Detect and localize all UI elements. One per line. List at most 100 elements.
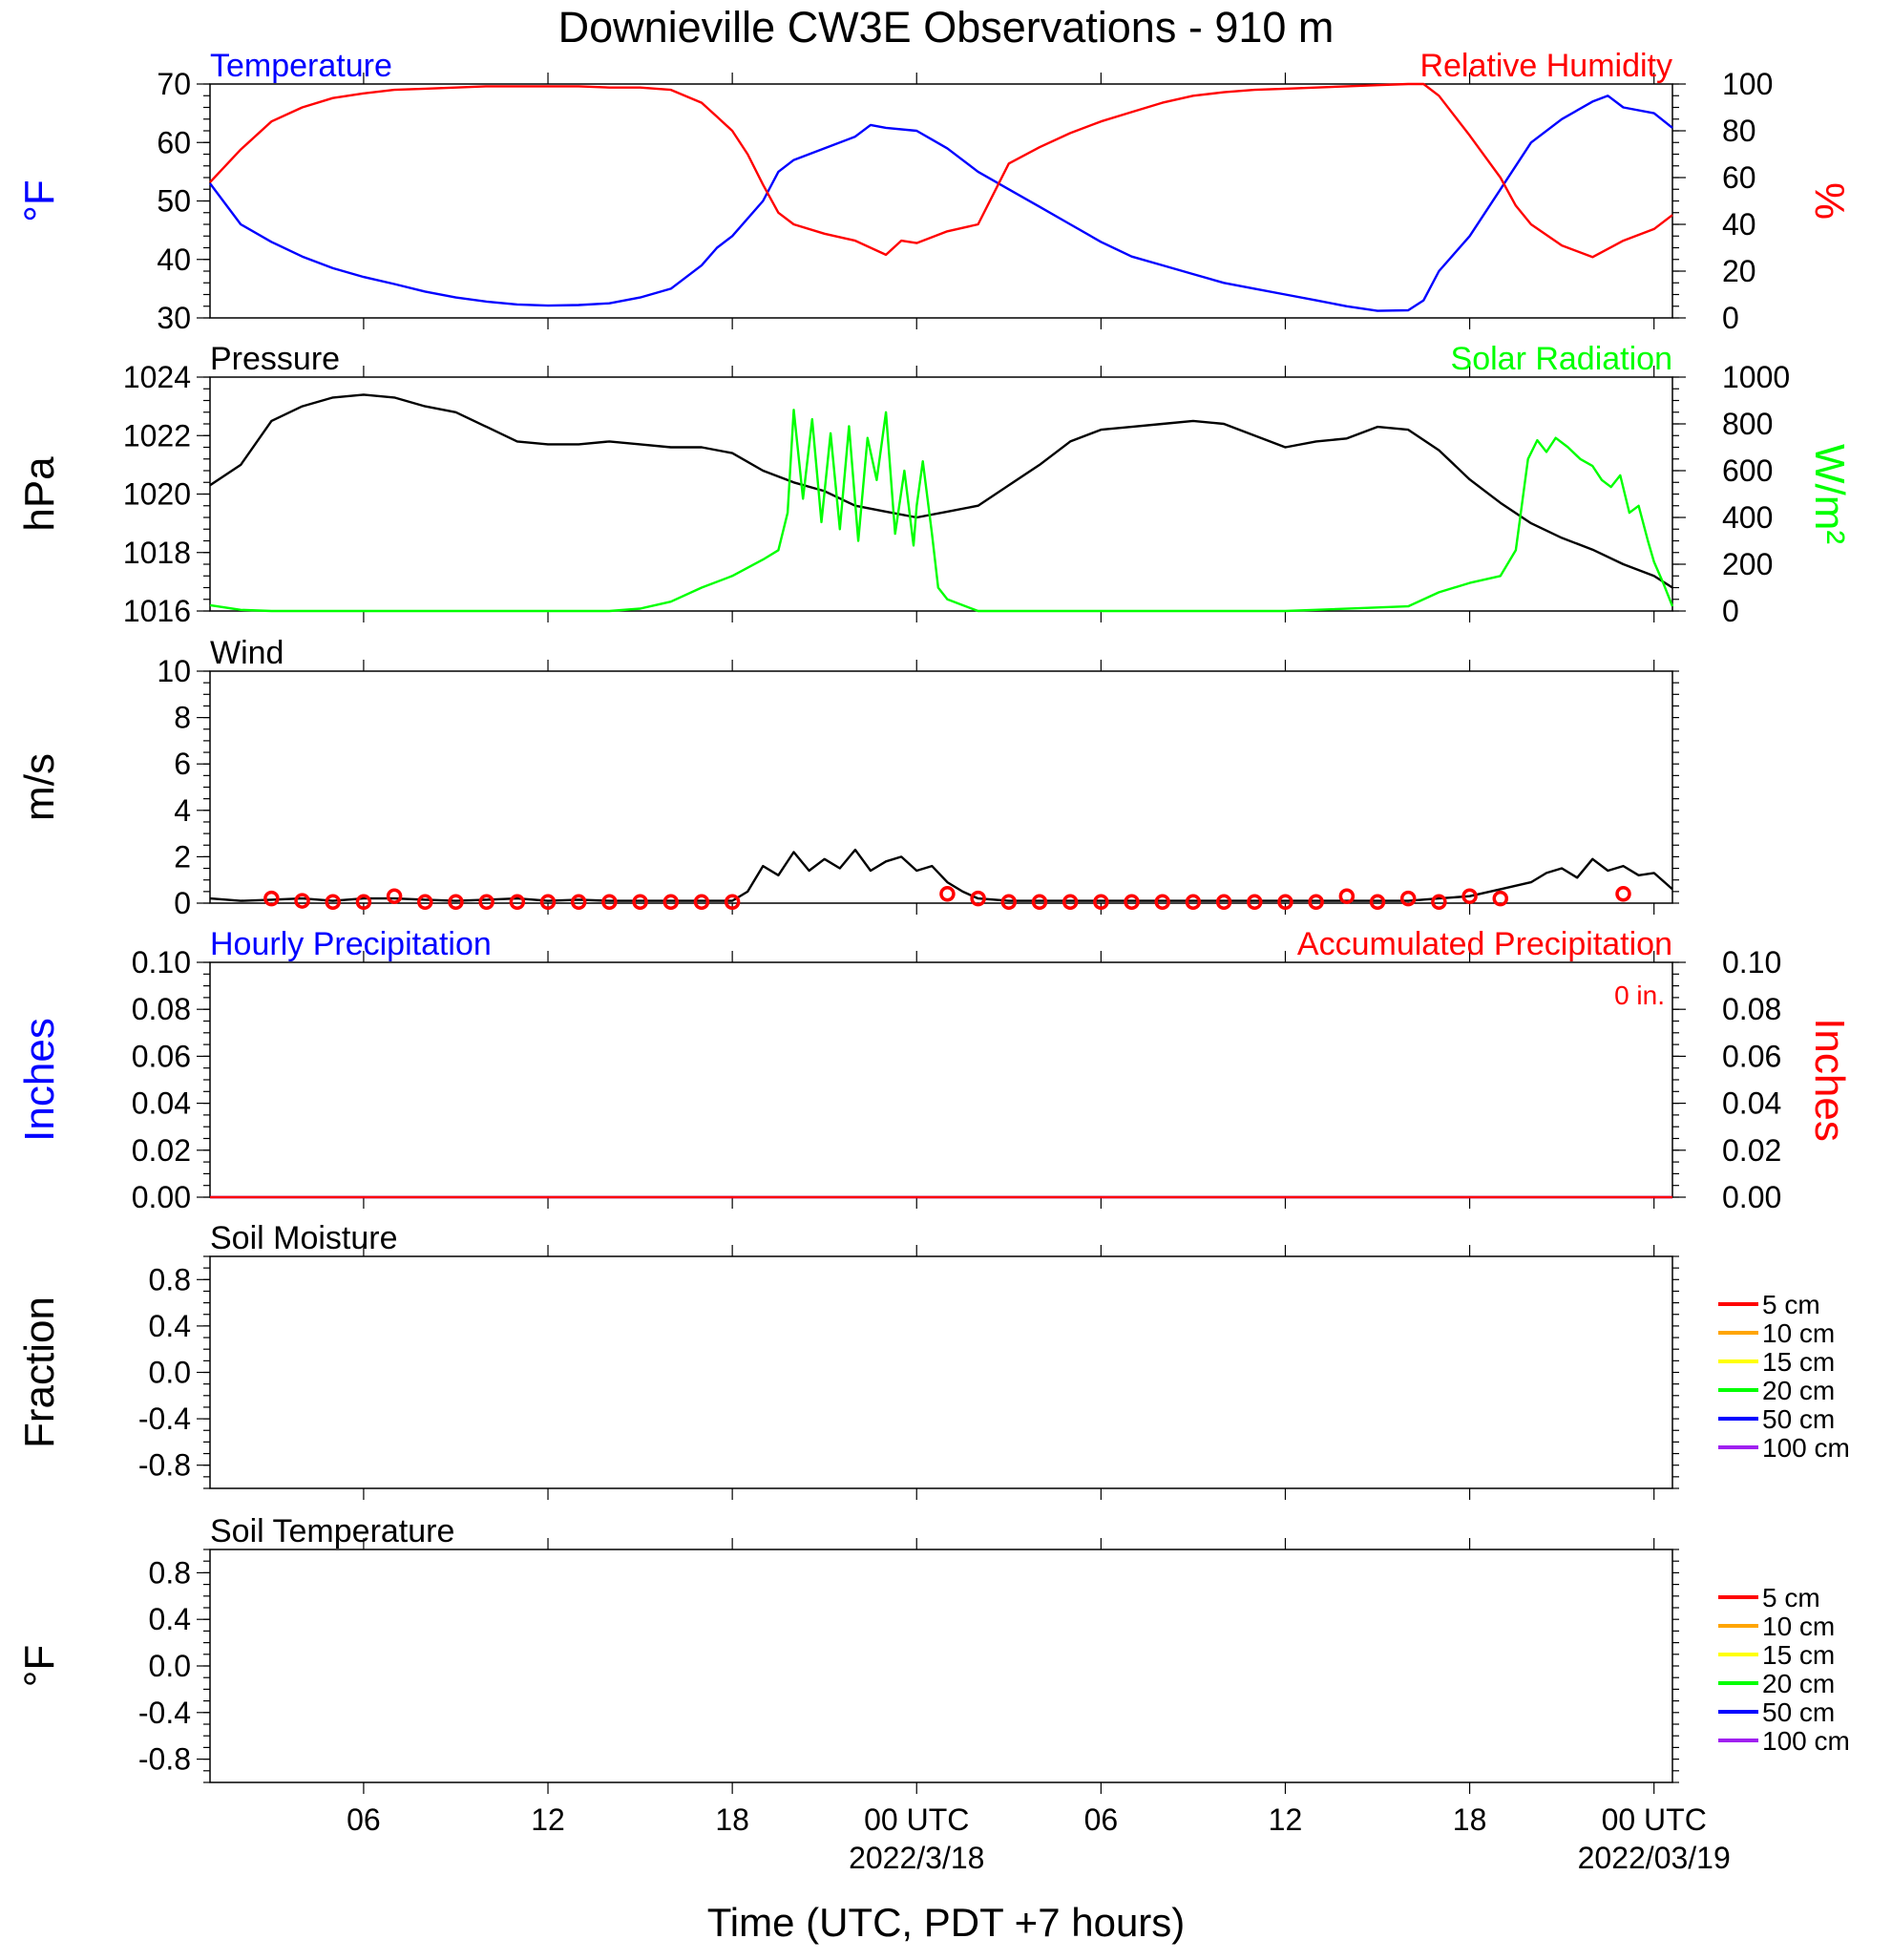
legend-label: 15 cm: [1762, 1640, 1835, 1670]
chart-title: Downieville CW3E Observations - 910 m: [558, 3, 1335, 52]
y-tick-label: 0.00: [132, 1180, 191, 1214]
y-tick-label: 0.8: [149, 1555, 191, 1590]
panel-title-right: Relative Humidity: [1419, 48, 1672, 84]
plot-frame: [209, 670, 1673, 904]
y-tick-label-right: 0.04: [1722, 1086, 1781, 1121]
hourly-wind-marker: [970, 890, 986, 907]
y-tick-label: 40: [157, 242, 191, 277]
plot-frame: [209, 83, 1673, 319]
y-tick-label-right: 0.06: [1722, 1039, 1781, 1073]
y-tick-label: 4: [174, 793, 191, 828]
hourly-wind-marker: [1000, 894, 1018, 911]
y-tick-label-right: 80: [1722, 114, 1756, 148]
hourly-wind-marker: [448, 894, 464, 911]
panel-5: -0.8 -0.4 0.0 0.4 0.8 Soil Moisture Fraction 5 …: [16, 1220, 1850, 1500]
x-tick-label: 12: [531, 1802, 565, 1837]
y-axis-label-right: W/m²: [1806, 444, 1853, 544]
panel-title-left: Pressure: [210, 341, 340, 377]
hourly-wind-marker: [1399, 890, 1417, 907]
panel-1: 30 40 50 60 70 0 20 40 60 80 100 Temperature Relativ…: [16, 48, 1853, 335]
x-tick-label: 18: [1453, 1802, 1487, 1837]
panel-title-left: Soil Moisture: [210, 1220, 398, 1256]
series-line-temperature: [209, 95, 1673, 312]
hourly-wind-marker: [724, 894, 741, 911]
legend-label: 20 cm: [1762, 1669, 1835, 1698]
annotation: 0 in.: [1614, 980, 1665, 1010]
y-axis-label-left: Fraction: [16, 1296, 63, 1448]
hourly-wind-marker: [1369, 894, 1386, 911]
hourly-wind-marker: [601, 894, 618, 911]
hourly-wind-marker: [1338, 888, 1356, 904]
legend-label: 15 cm: [1762, 1347, 1835, 1377]
hourly-wind-marker: [693, 894, 710, 911]
y-axis-label-left: °F: [16, 179, 63, 221]
x-tick-label: 18: [715, 1802, 749, 1837]
y-tick-label: 0.02: [132, 1133, 191, 1168]
y-tick-label: 50: [157, 184, 191, 219]
hourly-wind-marker: [263, 890, 280, 907]
y-tick-label-right: 400: [1722, 500, 1773, 535]
y-tick-label-right: 1000: [1722, 360, 1790, 394]
panel-2: 1016 1018 1020 1022 1024 0 200 400 600 800 1000 Pre…: [16, 341, 1853, 628]
plot-frame: [209, 961, 1673, 1198]
y-axis-label-left: Inches: [16, 1018, 63, 1142]
plot-frame: [209, 376, 1673, 612]
legend-label: 100 cm: [1762, 1433, 1850, 1463]
x-axis-label: Time (UTC, PDT +7 hours): [707, 1900, 1186, 1945]
y-tick-label-right: 40: [1722, 207, 1756, 242]
y-tick-label: 0.8: [149, 1262, 191, 1296]
legend-label: 100 cm: [1762, 1726, 1850, 1756]
y-tick-label-right: 0: [1722, 301, 1739, 335]
y-tick-label-right: 200: [1722, 547, 1773, 581]
y-axis-label-left: hPa: [16, 456, 63, 532]
y-tick-label: -0.8: [138, 1742, 191, 1777]
hourly-wind-marker: [1277, 894, 1293, 911]
x-tick-date-label: 2022/03/19: [1578, 1841, 1731, 1875]
y-tick-label: -0.4: [138, 1402, 191, 1436]
x-tick-label: 06: [347, 1802, 381, 1837]
x-tick-label: 00 UTC: [1602, 1802, 1707, 1837]
y-tick-label: 0: [174, 886, 191, 920]
plot-frame: [209, 1549, 1673, 1783]
series-line-wind: [209, 848, 1673, 902]
x-tick-date-label: 2022/3/18: [849, 1841, 984, 1875]
legend-label: 50 cm: [1762, 1697, 1835, 1727]
legend-label: 10 cm: [1762, 1318, 1835, 1348]
hourly-wind-marker: [1124, 894, 1140, 911]
hourly-wind-marker: [325, 894, 341, 911]
hourly-wind-marker: [386, 888, 403, 904]
panel-4: 0.00 0.02 0.04 0.06 0.08 0.10 0.00 0.02 0.04 0.06…: [16, 926, 1853, 1214]
panel-title-right: Solar Radiation: [1451, 341, 1672, 377]
hourly-wind-marker: [355, 894, 372, 911]
y-tick-label-right: 0.00: [1722, 1180, 1781, 1214]
y-tick-label-right: 600: [1722, 453, 1773, 488]
panel-3: 0 2 4 6 8 10 Wind m/s: [16, 635, 1679, 920]
y-tick-label: 0.4: [149, 1602, 191, 1636]
panel-title-left: Temperature: [210, 48, 392, 84]
hourly-wind-marker: [1431, 894, 1447, 911]
y-tick-label-right: 0.08: [1722, 992, 1781, 1026]
panel-title-right: Accumulated Precipitation: [1297, 926, 1672, 962]
x-tick-label: 06: [1084, 1802, 1119, 1837]
hourly-wind-marker: [1615, 886, 1631, 902]
legend-label: 20 cm: [1762, 1376, 1835, 1405]
hourly-wind-marker: [509, 894, 526, 911]
hourly-wind-marker: [632, 894, 648, 911]
y-tick-label-right: 0.02: [1722, 1133, 1781, 1168]
y-tick-label: 0.04: [132, 1086, 191, 1121]
hourly-wind-marker: [1215, 894, 1232, 911]
y-axis-label-left: °F: [16, 1645, 63, 1687]
x-tick-label: 12: [1269, 1802, 1303, 1837]
hourly-wind-marker: [939, 886, 956, 902]
hourly-wind-marker: [1062, 894, 1079, 911]
hourly-wind-marker: [417, 894, 433, 911]
y-tick-label: -0.8: [138, 1448, 191, 1483]
hourly-wind-marker: [294, 893, 310, 909]
y-tick-label: 0.06: [132, 1039, 191, 1073]
series-line-relative-humidity: [209, 82, 1673, 259]
y-tick-label-right: 20: [1722, 254, 1756, 288]
legend-label: 5 cm: [1762, 1290, 1820, 1319]
y-tick-label-right: 800: [1722, 407, 1773, 441]
x-tick-label: 00 UTC: [864, 1802, 969, 1837]
